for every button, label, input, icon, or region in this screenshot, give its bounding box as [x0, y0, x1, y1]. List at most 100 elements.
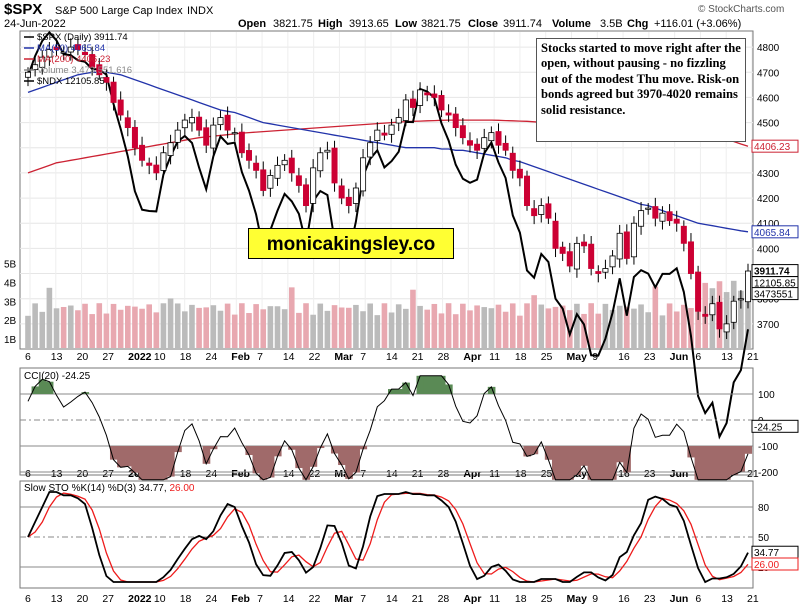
volume-bar [467, 310, 473, 348]
volume-bar [538, 304, 545, 348]
candle [153, 164, 160, 174]
volume-bar [67, 305, 74, 348]
candle [352, 187, 359, 204]
candle [245, 150, 252, 161]
ma200-tag: 4406.23 [754, 142, 791, 153]
cci-oversold-fill [744, 446, 753, 454]
volume-bar [659, 315, 666, 348]
price-tick-label: 4300 [757, 169, 780, 180]
cci-oversold-fill [551, 446, 560, 480]
candle [217, 117, 224, 126]
candle [745, 270, 752, 303]
volume-bar [32, 303, 38, 348]
symbol-title: $SPX [4, 1, 42, 18]
open-value: 3821.75 [273, 18, 313, 30]
cci-overbought-fill [388, 389, 396, 394]
sto-d-line [27, 492, 749, 583]
x-tick-label: 13 [721, 593, 733, 605]
cci-line [27, 375, 749, 481]
candle [103, 77, 110, 83]
sto-k-line [27, 491, 749, 584]
x-tick-label: Apr [463, 351, 481, 363]
x-tick-label: 27 [102, 351, 114, 363]
cci-oversold-fill [345, 446, 353, 479]
volume-bar [403, 308, 409, 348]
x-tick-label: 16 [618, 593, 630, 605]
volume-bar [196, 307, 202, 348]
candle [488, 132, 495, 142]
cci-tick-label: -200 [758, 468, 778, 479]
candle [417, 89, 424, 106]
cci-tag: -24.25 [754, 422, 783, 433]
volume-bar [210, 305, 217, 348]
x-tick-label: 6 [25, 468, 31, 480]
volume-bar [224, 303, 231, 348]
volume-bar [253, 304, 259, 348]
cci-oversold-fill [202, 446, 211, 464]
candle [338, 185, 345, 199]
candle [573, 242, 580, 270]
volume-bar [559, 305, 566, 348]
candle [566, 251, 573, 267]
candle [395, 117, 402, 124]
x-tick-label: 6 [25, 593, 31, 605]
x-tick-label: 7 [257, 351, 263, 363]
cci-oversold-fill [715, 446, 724, 480]
candle [253, 162, 260, 171]
candle [260, 169, 267, 191]
candle [524, 175, 531, 207]
candle [402, 99, 409, 121]
volume-bar [681, 304, 687, 348]
volume-bar [638, 304, 644, 348]
x-tick-label: 16 [618, 351, 630, 363]
volume-bar [460, 303, 466, 348]
sto-title: Slow STO %K(14) %D(3) 34.77, 26.00 [24, 483, 195, 494]
candle [424, 92, 431, 96]
candle [737, 298, 744, 301]
x-tick-label: 10 [154, 351, 166, 363]
x-tick-label: 13 [721, 351, 733, 363]
candle [723, 323, 730, 333]
x-tick-label: Jun [670, 593, 689, 605]
sto-k-tag: 34.77 [754, 548, 779, 559]
close-tag: 3911.74 [754, 267, 790, 278]
volume-bar [666, 303, 673, 348]
cci-oversold-fill [138, 446, 147, 480]
volume-bar [296, 312, 302, 348]
x-tick-label: 2022 [128, 593, 152, 605]
candle [39, 56, 46, 68]
volume-bar [452, 314, 459, 348]
cci-overbought-fill [416, 375, 425, 394]
cci-oversold-fill [544, 446, 553, 460]
cci-oversold-fill [252, 446, 261, 474]
volume-bar [673, 311, 680, 348]
price-panel [19, 30, 754, 350]
cci-oversold-fill [266, 446, 275, 478]
cci-title: CCI(20) -24.25 [24, 371, 91, 382]
x-tick-label: 13 [51, 593, 63, 605]
cci-oversold-fill [109, 446, 118, 460]
candle [74, 44, 81, 51]
x-tick-label: 18 [180, 593, 192, 605]
candle [445, 112, 452, 116]
x-tick-label: 21 [412, 351, 424, 363]
candle [431, 93, 438, 98]
index-name: S&P 500 Large Cap Index [55, 5, 183, 17]
legend-entry: $NDX 12105.85 [37, 76, 105, 87]
x-tick-label: 11 [489, 468, 500, 480]
volume-bar [317, 303, 324, 348]
cci-oversold-fill [338, 446, 346, 466]
price-tick-label: 4000 [757, 244, 780, 255]
candle [602, 268, 609, 273]
candle [303, 184, 310, 207]
candle [680, 225, 687, 244]
volume-bar [160, 303, 167, 348]
sto-panel [19, 480, 754, 589]
chg-label: Chg [627, 18, 648, 30]
x-tick-label: 25 [541, 351, 553, 363]
candle [60, 51, 67, 54]
candle [459, 125, 466, 139]
cci-oversold-fill [273, 446, 282, 457]
volume-bar [139, 308, 145, 348]
